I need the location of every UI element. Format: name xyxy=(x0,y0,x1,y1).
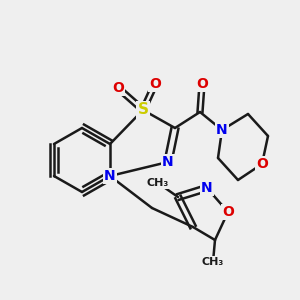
Text: S: S xyxy=(137,103,148,118)
Text: N: N xyxy=(201,181,213,195)
Text: O: O xyxy=(222,205,234,219)
Text: O: O xyxy=(112,81,124,95)
Text: CH₃: CH₃ xyxy=(202,257,224,267)
Text: N: N xyxy=(104,169,116,183)
Text: CH₃: CH₃ xyxy=(147,178,169,188)
Text: O: O xyxy=(256,157,268,171)
Text: N: N xyxy=(162,155,174,169)
Text: O: O xyxy=(196,77,208,91)
Text: N: N xyxy=(216,123,228,137)
Text: O: O xyxy=(149,77,161,91)
